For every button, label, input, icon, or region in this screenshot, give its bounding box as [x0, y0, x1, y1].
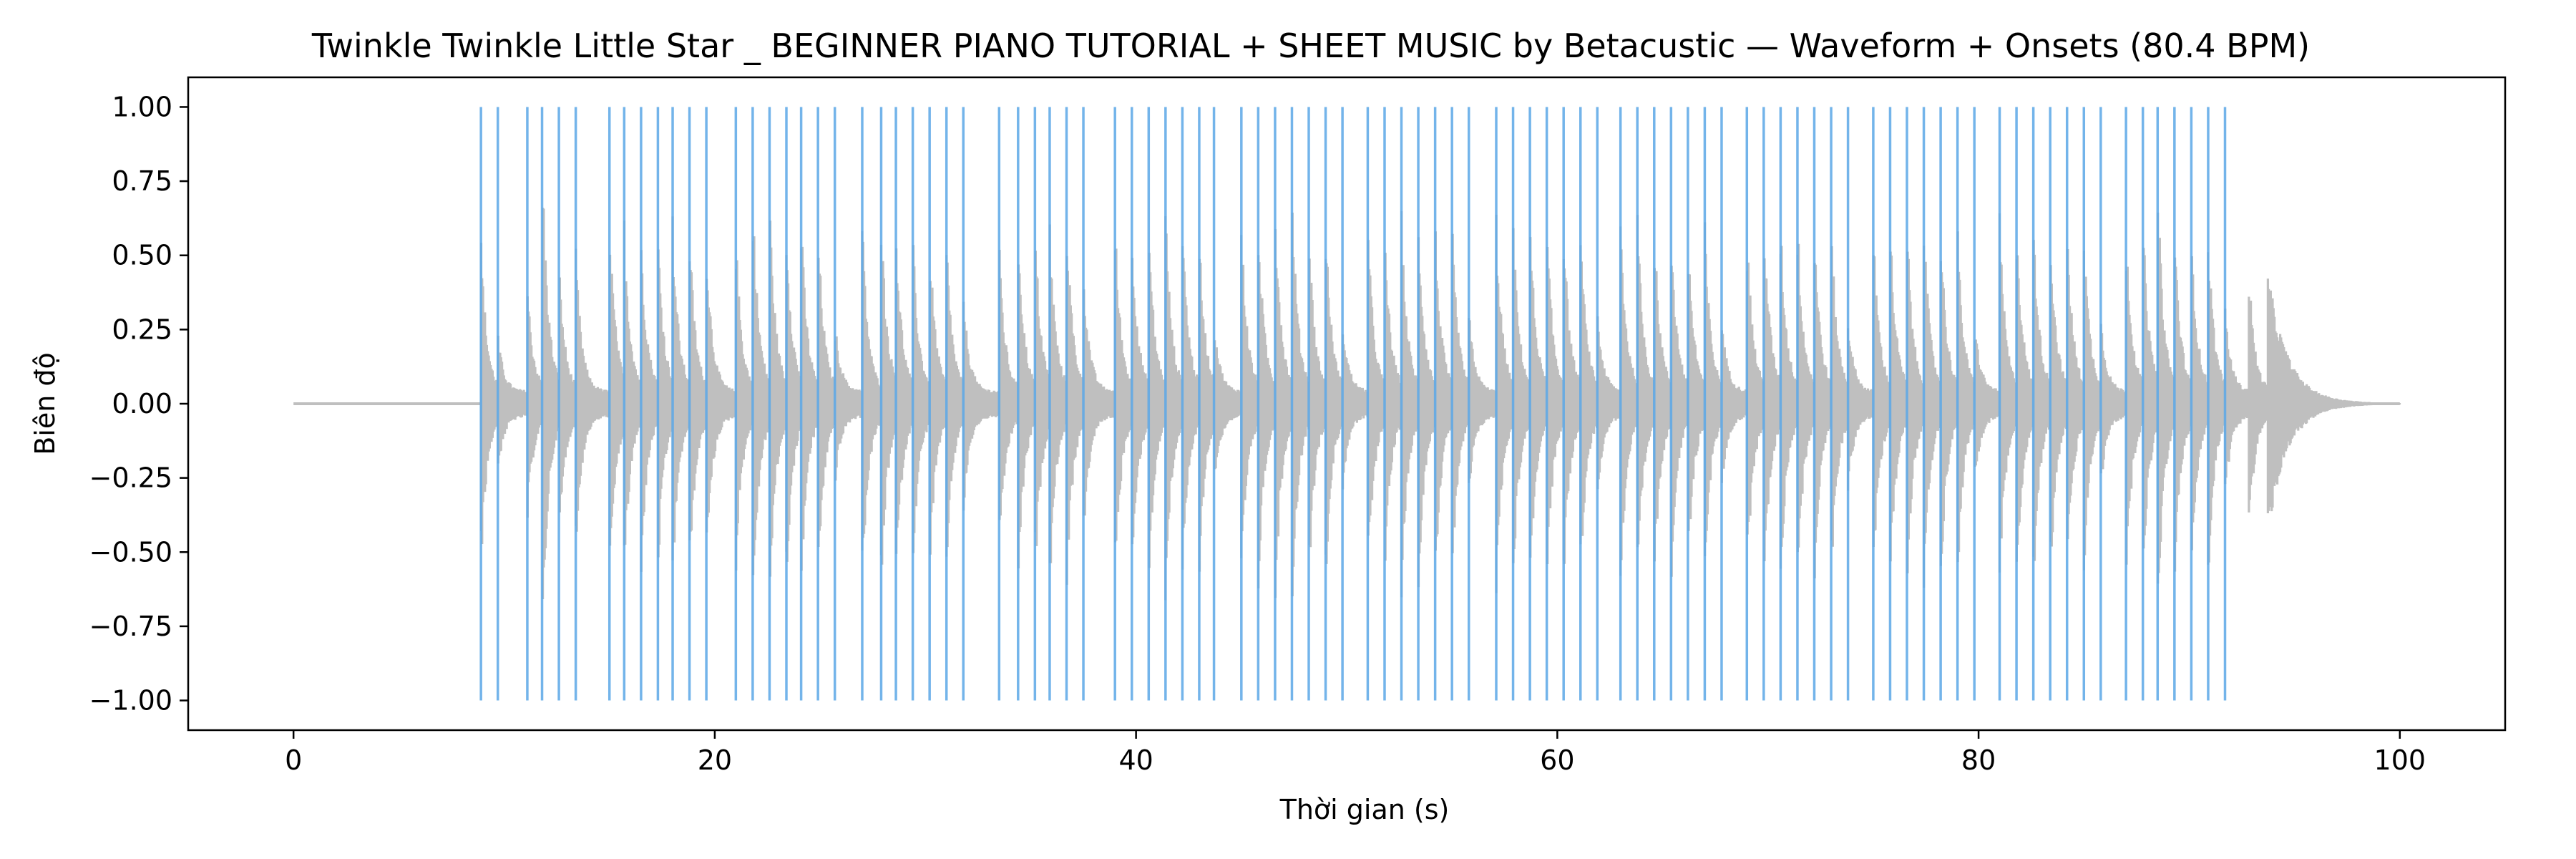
x-tick-label: 80 — [1961, 744, 1996, 776]
plot-area — [293, 107, 2401, 701]
x-axis-label: Thời gian (s) — [1279, 794, 1450, 825]
y-tick-label: 0.25 — [112, 314, 172, 345]
y-tick-label: 1.00 — [112, 91, 172, 122]
y-tick-label: −0.75 — [89, 611, 172, 642]
y-axis-label: Biên độ — [29, 352, 61, 455]
y-tick-label: 0.75 — [112, 165, 172, 197]
x-tick-label: 40 — [1118, 744, 1153, 776]
y-axis: −1.00 −0.75 −0.50 −0.25 0.00 0.25 0.50 0.75 1.00 — [89, 91, 188, 717]
waveform-series — [293, 208, 2401, 601]
x-tick-label: 0 — [285, 744, 302, 776]
y-tick-label: −0.50 — [89, 536, 172, 568]
y-tick-label: 0.00 — [112, 388, 172, 419]
x-tick-label: 20 — [698, 744, 732, 776]
x-tick-label: 100 — [2374, 744, 2426, 776]
y-tick-label: −0.25 — [89, 462, 172, 494]
x-axis: 0 20 40 60 80 100 — [285, 730, 2426, 776]
x-tick-label: 60 — [1540, 744, 1574, 776]
y-tick-label: −1.00 — [89, 685, 172, 717]
chart-title: Twinkle Twinkle Little Star _ BEGINNER P… — [311, 26, 2310, 65]
onset-lines-series — [479, 107, 2227, 701]
y-tick-label: 0.50 — [112, 240, 172, 271]
